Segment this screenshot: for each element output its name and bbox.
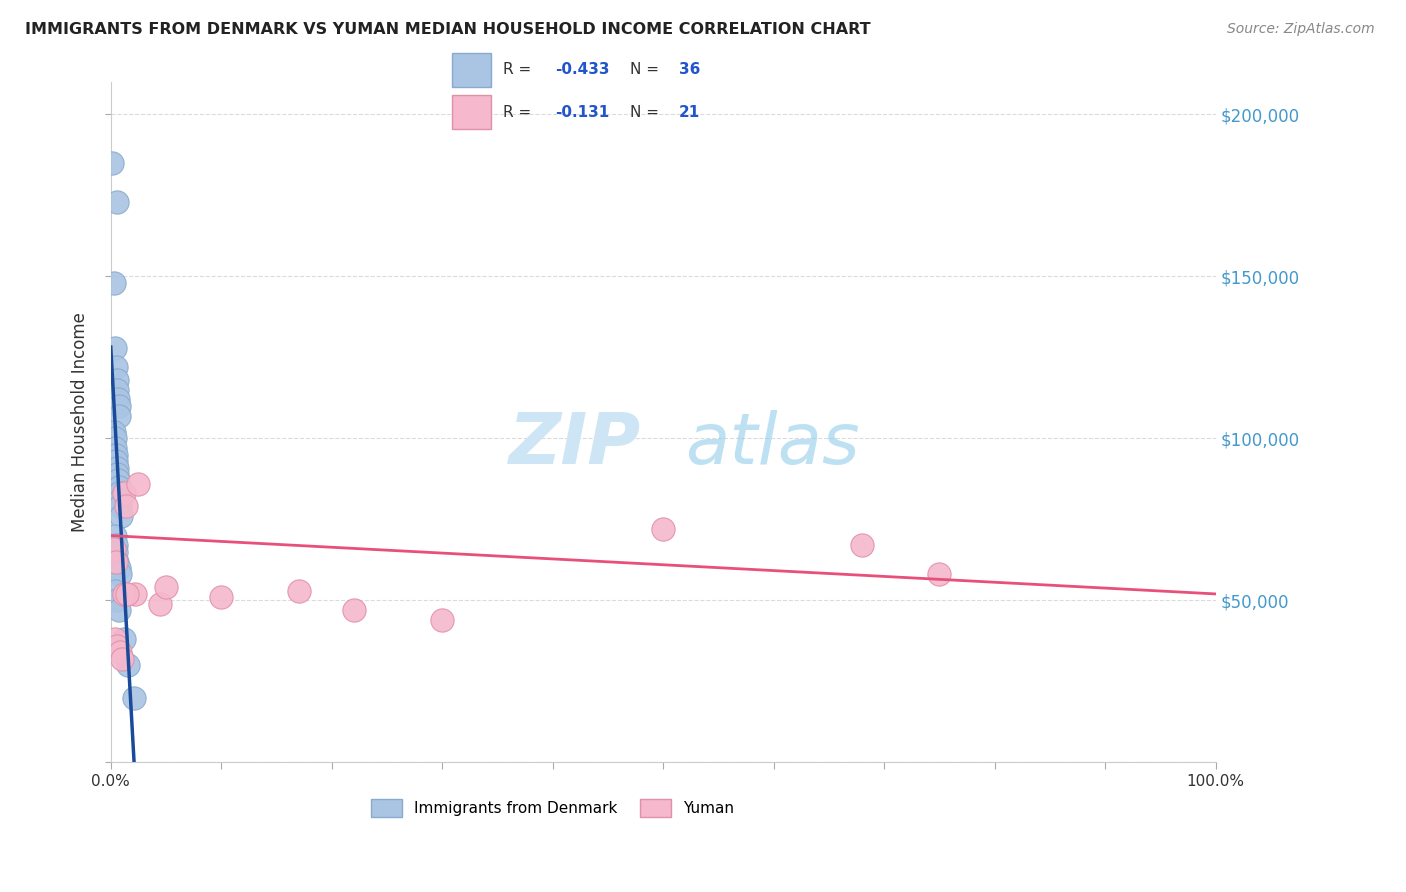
Point <box>124 587 146 601</box>
Point <box>105 555 128 569</box>
Point <box>104 632 127 647</box>
Text: ZIP: ZIP <box>509 410 641 479</box>
Point <box>432 613 454 627</box>
Legend: Immigrants from Denmark, Yuman: Immigrants from Denmark, Yuman <box>366 793 740 822</box>
Point <box>149 597 172 611</box>
Point <box>105 545 128 559</box>
Point <box>105 360 128 375</box>
Point <box>652 522 675 536</box>
Point <box>108 486 131 500</box>
Point <box>122 690 145 705</box>
Text: atlas: atlas <box>685 410 860 479</box>
Point <box>108 409 131 423</box>
Point <box>108 645 131 659</box>
Point <box>115 500 138 514</box>
Point <box>104 448 127 462</box>
FancyBboxPatch shape <box>451 95 491 129</box>
Point <box>105 383 128 397</box>
Point <box>105 454 128 468</box>
Point <box>105 593 128 607</box>
Point <box>105 555 128 569</box>
Point <box>108 492 131 507</box>
Point <box>112 632 135 647</box>
Point <box>104 528 127 542</box>
Point <box>287 583 309 598</box>
Text: R =: R = <box>503 104 537 120</box>
Point <box>851 538 873 552</box>
Point <box>103 541 125 556</box>
Point <box>117 658 139 673</box>
FancyBboxPatch shape <box>451 53 491 87</box>
Point <box>112 486 135 500</box>
Text: -0.131: -0.131 <box>555 104 609 120</box>
Text: Source: ZipAtlas.com: Source: ZipAtlas.com <box>1227 22 1375 37</box>
Point <box>104 538 127 552</box>
Text: -0.433: -0.433 <box>555 62 609 78</box>
Point <box>104 431 127 445</box>
Point <box>107 474 129 488</box>
Point <box>103 425 125 439</box>
Point <box>928 567 950 582</box>
Point <box>155 581 177 595</box>
Point <box>103 276 125 290</box>
Text: N =: N = <box>630 104 664 120</box>
Point <box>107 480 129 494</box>
Y-axis label: Median Household Income: Median Household Income <box>72 312 89 533</box>
Point <box>111 651 134 665</box>
Point <box>104 341 127 355</box>
Point <box>110 509 132 524</box>
Point <box>104 583 127 598</box>
Point <box>117 587 139 601</box>
Text: R =: R = <box>503 62 537 78</box>
Point <box>104 441 127 455</box>
Point <box>107 392 129 407</box>
Point <box>108 567 131 582</box>
Point <box>105 639 128 653</box>
Point <box>127 476 149 491</box>
Text: N =: N = <box>630 62 664 78</box>
Point <box>343 603 366 617</box>
Point <box>107 399 129 413</box>
Point <box>105 467 128 481</box>
Point <box>108 500 131 514</box>
Point <box>101 156 124 170</box>
Point <box>107 561 129 575</box>
Text: IMMIGRANTS FROM DENMARK VS YUMAN MEDIAN HOUSEHOLD INCOME CORRELATION CHART: IMMIGRANTS FROM DENMARK VS YUMAN MEDIAN … <box>25 22 870 37</box>
Point <box>107 603 129 617</box>
Point <box>112 587 135 601</box>
Point <box>105 373 128 387</box>
Point <box>209 590 232 604</box>
Text: 36: 36 <box>679 62 700 78</box>
Point <box>105 460 128 475</box>
Text: 21: 21 <box>679 104 700 120</box>
Point <box>105 194 128 209</box>
